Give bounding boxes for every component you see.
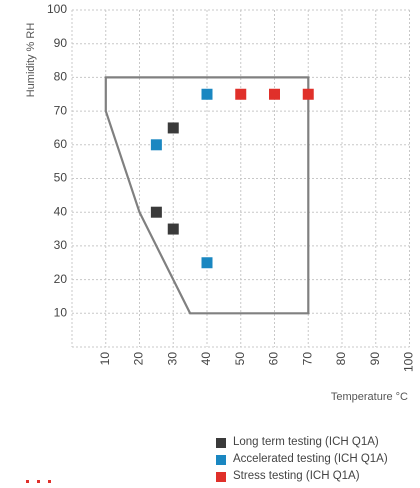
y-axis-ticks: 10 20 30 40 50 60 70 80 90 100 — [47, 2, 67, 319]
y-tick-label: 80 — [54, 70, 68, 84]
x-tick-label: 100 — [402, 352, 416, 372]
legend-item-long-term: Long term testing (ICH Q1A) — [216, 434, 388, 451]
legend-swatch-long-term — [216, 437, 226, 448]
x-tick-label: 70 — [300, 352, 314, 366]
legend-swatch-accelerated — [216, 454, 226, 465]
data-point-series-1 — [201, 88, 213, 100]
x-tick-label: 90 — [368, 352, 382, 366]
grid — [71, 9, 410, 348]
stray-dot — [26, 480, 29, 483]
x-tick-label: 20 — [132, 352, 146, 366]
data-point-series-2 — [302, 88, 314, 100]
legend-item-accelerated: Accelerated testing (ICH Q1A) — [216, 451, 388, 468]
x-tick-label: 40 — [199, 352, 213, 366]
x-axis-ticks: 10 20 30 40 50 60 70 80 90 100 — [98, 352, 416, 372]
legend: Long term testing (ICH Q1A) Accelerated … — [216, 434, 388, 485]
x-tick-label: 30 — [165, 352, 179, 366]
legend-swatch-stress — [216, 471, 226, 482]
y-tick-label: 40 — [54, 204, 68, 218]
legend-label-accelerated: Accelerated testing (ICH Q1A) — [233, 453, 388, 465]
y-tick-label: 90 — [54, 36, 68, 50]
y-axis-label: Humidity % RH — [25, 23, 37, 98]
legend-item-stress: Stress testing (ICH Q1A) — [216, 468, 388, 485]
y-tick-label: 10 — [54, 305, 68, 319]
x-tick-label: 80 — [334, 352, 348, 366]
stray-dot — [48, 480, 51, 483]
y-tick-label: 50 — [54, 171, 68, 185]
conditions-region — [104, 76, 310, 315]
data-point-series-0 — [167, 122, 179, 134]
y-tick-label: 100 — [47, 2, 67, 16]
x-tick-label: 10 — [98, 352, 112, 366]
data-points — [150, 88, 314, 269]
x-tick-label: 50 — [233, 352, 247, 366]
y-tick-label: 60 — [54, 137, 68, 151]
data-point-series-0 — [150, 206, 162, 218]
data-point-series-1 — [150, 139, 162, 151]
data-point-series-0 — [167, 223, 179, 235]
stray-dot — [37, 480, 40, 483]
x-axis-label: Temperature °C — [331, 391, 408, 403]
data-point-series-1 — [201, 257, 213, 269]
legend-label-stress: Stress testing (ICH Q1A) — [233, 470, 360, 482]
y-tick-label: 70 — [54, 103, 68, 117]
x-tick-label: 60 — [267, 352, 281, 366]
data-point-series-2 — [269, 88, 280, 100]
legend-label-long-term: Long term testing (ICH Q1A) — [233, 436, 379, 448]
cropped-text-fragment — [26, 480, 68, 488]
y-tick-label: 30 — [54, 238, 68, 252]
data-point-series-2 — [235, 88, 247, 100]
y-tick-label: 20 — [54, 272, 68, 286]
conditions-region-outline — [104, 76, 310, 315]
